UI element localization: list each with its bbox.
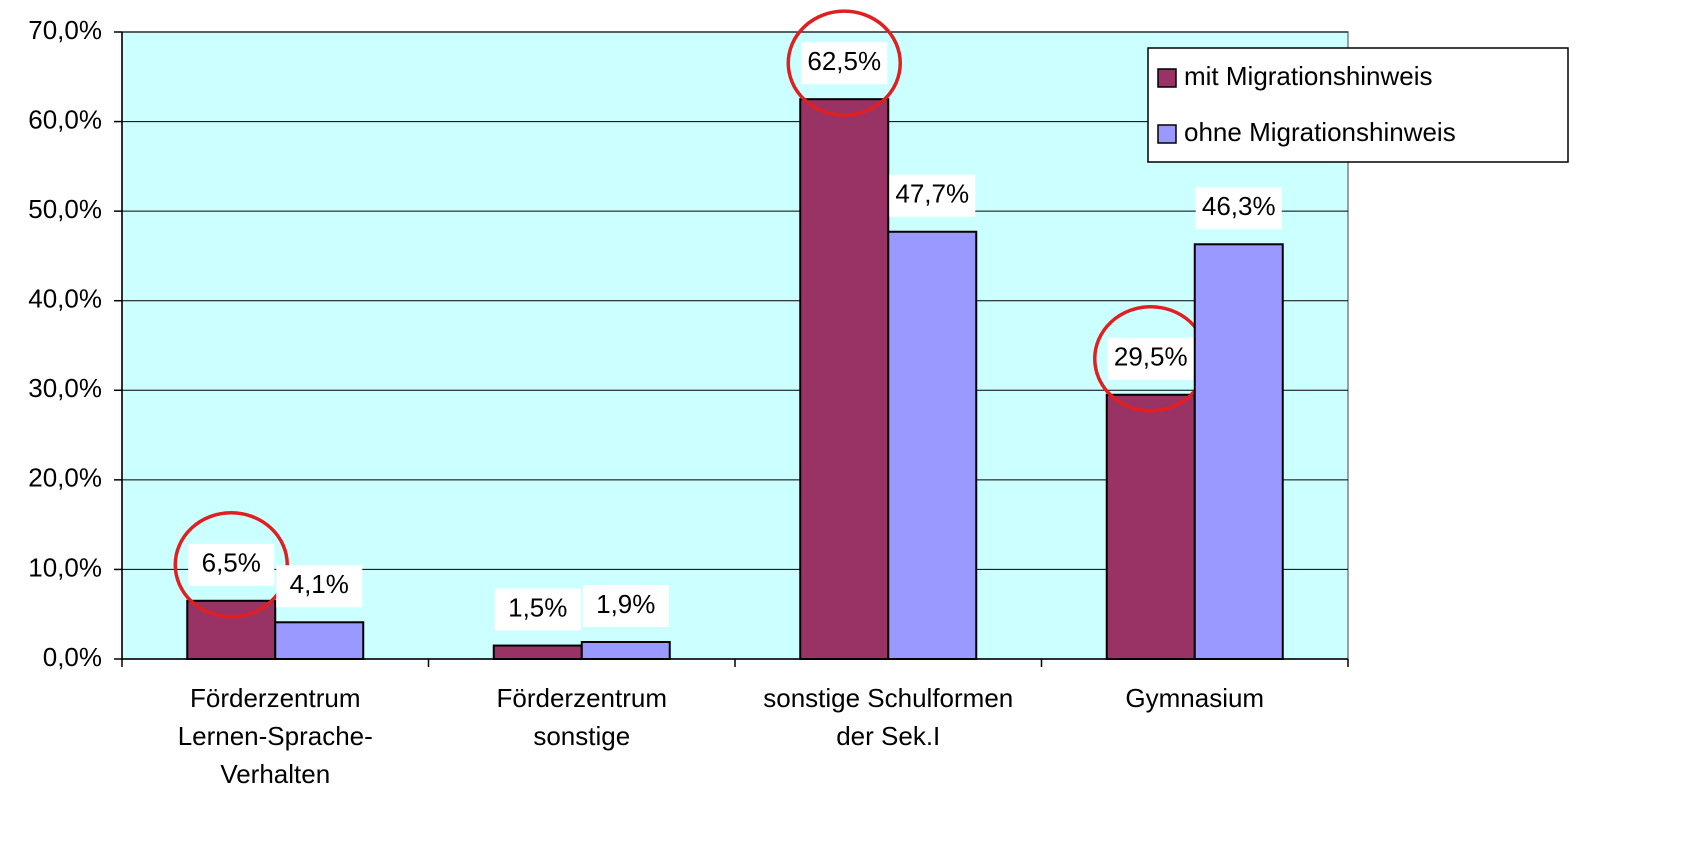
bar: [580, 640, 671, 661]
value-label-bg: [494, 588, 581, 631]
value-label-bg: [188, 543, 275, 586]
bar: [887, 230, 978, 660]
x-tick-label: sonstige Schulformen: [763, 683, 1013, 713]
x-tick-label: der Sek.I: [836, 721, 940, 751]
highlight-circle: [173, 511, 289, 619]
y-tick-label: 70,0%: [28, 15, 102, 45]
bar: [1105, 393, 1196, 660]
value-label: 1,9%: [596, 589, 655, 619]
value-label: 4,1%: [290, 569, 349, 599]
y-tick-label: 10,0%: [28, 552, 102, 582]
legend-swatch: [1157, 68, 1177, 88]
y-tick-label: 50,0%: [28, 194, 102, 224]
value-label: 29,5%: [1114, 342, 1188, 372]
x-tick-label: Gymnasium: [1125, 683, 1264, 713]
value-label-bg: [276, 565, 363, 608]
x-tick-label: Förderzentrum: [497, 683, 668, 713]
value-label: 46,3%: [1202, 191, 1276, 221]
y-tick-label: 40,0%: [28, 284, 102, 314]
legend-label: mit Migrationshinweis: [1184, 61, 1433, 91]
value-label: 6,5%: [202, 548, 261, 578]
x-tick-label: Förderzentrum: [190, 683, 361, 713]
value-label: 47,7%: [895, 179, 969, 209]
y-tick-label: 0,0%: [43, 642, 102, 672]
value-label-bg: [582, 584, 669, 627]
x-tick-label: Verhalten: [220, 759, 330, 789]
bar: [799, 98, 890, 660]
y-tick-label: 60,0%: [28, 104, 102, 134]
y-tick-label: 30,0%: [28, 373, 102, 403]
bar: [492, 644, 583, 660]
value-label-bg: [1195, 187, 1282, 230]
legend-box: [1147, 47, 1569, 163]
bar: [1193, 243, 1284, 661]
value-label-bg: [889, 174, 976, 217]
value-label: 1,5%: [508, 592, 567, 622]
value-label-bg: [1107, 337, 1194, 380]
y-tick-label: 20,0%: [28, 463, 102, 493]
highlight-circle: [786, 9, 902, 117]
legend-swatch: [1157, 124, 1177, 144]
x-tick-label: Lernen-Sprache-: [178, 721, 373, 751]
value-label: 62,5%: [807, 46, 881, 76]
x-tick-label: sonstige: [533, 721, 630, 751]
legend-label: ohne Migrationshinweis: [1184, 117, 1456, 147]
bar: [274, 621, 365, 660]
value-label-bg: [801, 42, 888, 85]
